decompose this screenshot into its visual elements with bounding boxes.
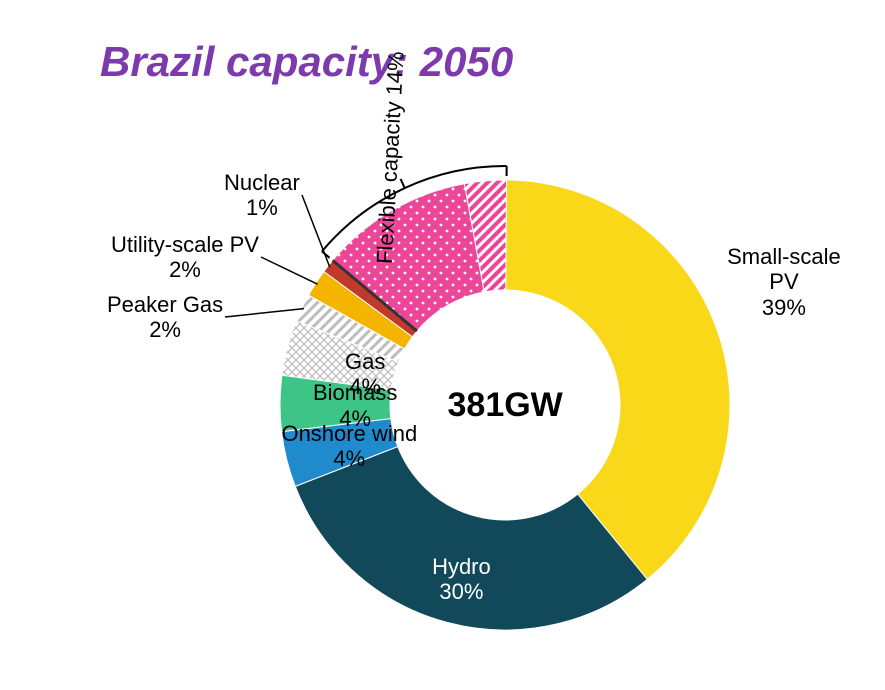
leader-utilpv — [261, 257, 318, 284]
label-utilpv: Utility-scale PV 2% — [111, 232, 259, 283]
label-gas: Gas 4% — [345, 349, 385, 400]
label-peaker: Peaker Gas 2% — [107, 292, 223, 343]
center-total: 381GW — [448, 386, 563, 425]
label-smallpv: Small-scale PV 39% — [727, 244, 841, 320]
leader-peaker — [225, 309, 304, 317]
label-nuclear: Nuclear 1% — [224, 170, 300, 221]
leader-nuclear — [302, 195, 330, 267]
chart-title: Brazil capacity: 2050 — [100, 38, 513, 86]
label-hydro: Hydro 30% — [432, 554, 491, 605]
